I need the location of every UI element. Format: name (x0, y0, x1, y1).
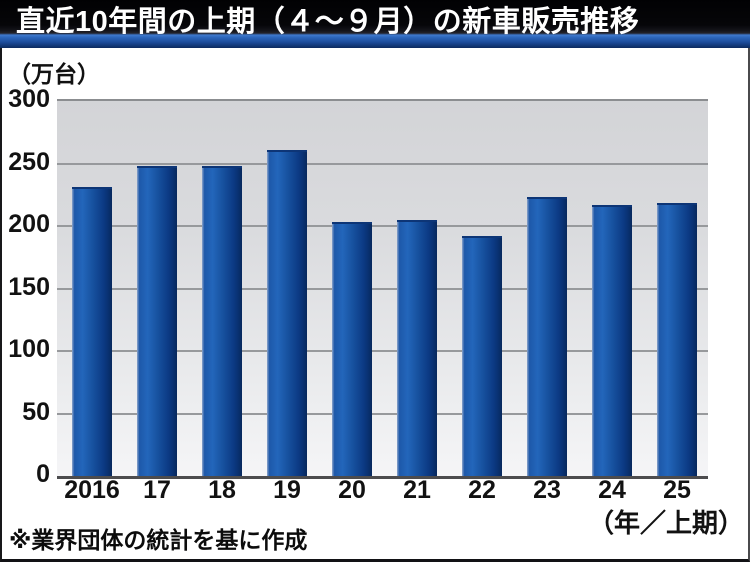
x-tick-24: 24 (598, 476, 626, 504)
bar-22 (462, 236, 502, 476)
bar-2016 (72, 187, 112, 476)
gridline-100 (57, 350, 708, 352)
x-tick-17: 17 (143, 476, 171, 504)
bar-25 (657, 203, 697, 476)
x-tick-19: 19 (273, 476, 301, 504)
gridline-150 (57, 287, 708, 290)
x-axis-unit-label: （年／上期） (587, 508, 744, 538)
chart-title-bar: 直近10年間の上期（４～９月）の新車販売推移 (0, 0, 750, 48)
bar-18 (202, 166, 242, 476)
bar-20 (332, 222, 372, 476)
y-tick-200: 200 (8, 210, 50, 238)
y-tick-100: 100 (8, 335, 50, 363)
chart-title: 直近10年間の上期（４～９月）の新車販売推移 (16, 6, 640, 38)
source-note: ※業界団体の統計を基に作成 (9, 527, 308, 553)
y-tick-50: 50 (22, 397, 50, 426)
bar-23 (527, 197, 567, 476)
y-axis-unit-label: （万台） (8, 61, 100, 87)
x-tick-23: 23 (533, 476, 561, 504)
y-tick-250: 250 (8, 147, 50, 176)
x-tick-22: 22 (468, 476, 496, 504)
plot-area (57, 99, 708, 479)
y-tick-150: 150 (8, 272, 50, 301)
x-tick-25: 25 (663, 476, 691, 504)
gridline-200 (57, 225, 708, 227)
bar-19 (267, 150, 307, 476)
bar-24 (592, 205, 632, 476)
bar-17 (137, 166, 177, 476)
x-tick-18: 18 (208, 476, 236, 504)
x-tick-20: 20 (338, 476, 366, 504)
y-tick-300: 300 (8, 85, 50, 113)
bar-21 (397, 220, 437, 476)
x-tick-21: 21 (403, 476, 431, 504)
x-tick-2016: 2016 (64, 476, 120, 504)
gridline-250 (57, 162, 708, 165)
gridline-50 (57, 412, 708, 415)
y-tick-0: 0 (36, 460, 50, 488)
